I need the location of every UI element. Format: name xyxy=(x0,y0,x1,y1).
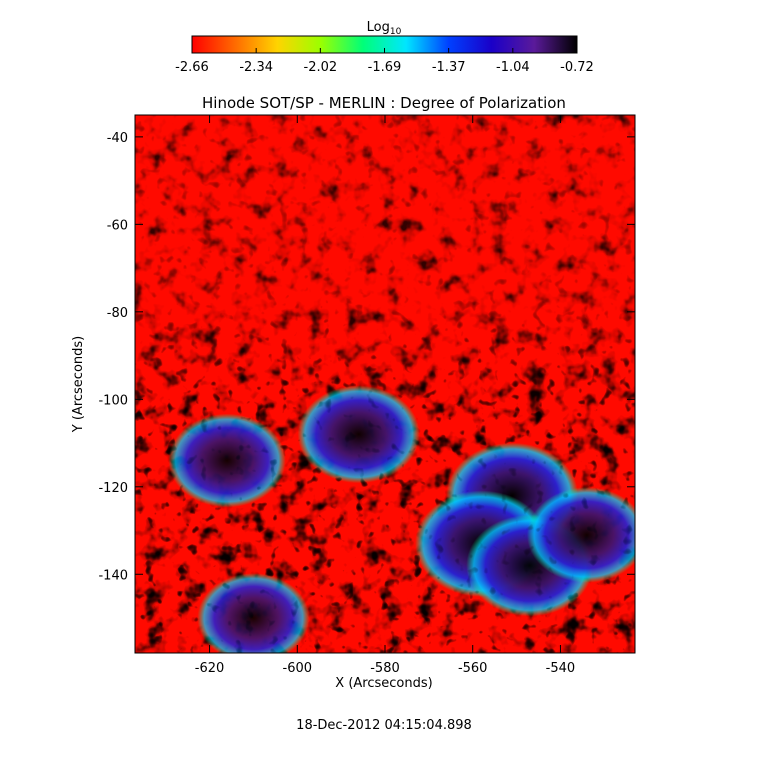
x-tick-label: -600 xyxy=(283,661,313,676)
x-axis: -620 -600 -580 -560 -540 xyxy=(195,115,575,676)
y-axis: -40 -60 -80 -100 -120 -140 xyxy=(98,131,635,583)
x-tick-label: -560 xyxy=(458,661,488,676)
x-axis-label: X (Arcseconds) xyxy=(335,676,432,691)
y-tick-label: -140 xyxy=(98,568,128,583)
y-tick-label: -80 xyxy=(107,306,128,321)
colorbar-tick-label: -2.34 xyxy=(239,60,273,75)
y-tick-label: -120 xyxy=(98,481,128,496)
x-tick-label: -580 xyxy=(370,661,400,676)
y-tick-label: -60 xyxy=(107,218,128,233)
polarization-map xyxy=(135,115,635,653)
y-tick-label: -100 xyxy=(98,393,128,408)
y-tick-label: -40 xyxy=(107,131,128,146)
colorbar-tick-label: -2.02 xyxy=(304,60,338,75)
timestamp: 18-Dec-2012 04:15:04.898 xyxy=(296,718,472,733)
x-tick-label: -620 xyxy=(195,661,225,676)
colorbar-tick-label: -0.72 xyxy=(560,60,594,75)
colorbar-tick-label: -1.04 xyxy=(496,60,530,75)
colorbar-tick-label: -2.66 xyxy=(175,60,209,75)
chart-title: Hinode SOT/SP - MERLIN : Degree of Polar… xyxy=(202,94,566,112)
colorbar-ticks: -2.66 -2.34 -2.02 -1.69 -1.37 -1.04 -0.72 xyxy=(175,48,594,75)
y-axis-label: Y (Arcseconds) xyxy=(71,336,86,433)
colorbar-tick-label: -1.69 xyxy=(368,60,402,75)
colorbar-tick-label: -1.37 xyxy=(432,60,466,75)
x-tick-label: -540 xyxy=(546,661,576,676)
colorbar-label: Log10 xyxy=(367,20,402,37)
